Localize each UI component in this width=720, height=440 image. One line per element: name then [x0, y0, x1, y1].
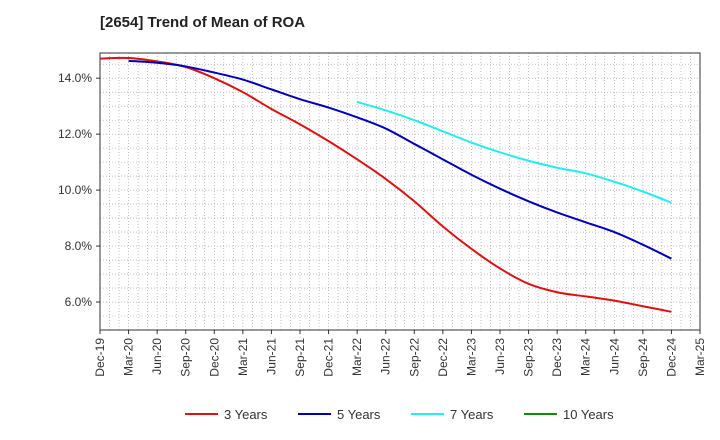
legend-label-3-years: 3 Years: [224, 407, 268, 422]
y-axis: 6.0% 8.0% 10.0% 12.0% 14.0%: [58, 71, 100, 309]
x-tick-label: Dec-22: [436, 338, 450, 377]
x-tick-label: Jun-20: [150, 338, 164, 375]
series-line-7-years: [356, 101, 672, 204]
x-tick-label: Dec-20: [207, 338, 221, 377]
series-line-5-years: [128, 59, 672, 260]
y-tick-label: 10.0%: [58, 183, 92, 197]
x-tick-label: Sep-20: [179, 338, 193, 377]
x-tick-label: Sep-22: [407, 338, 421, 377]
x-tick-label: Mar-25: [693, 338, 707, 376]
x-tick-label: Jun-22: [379, 338, 393, 375]
x-tick-label: Mar-24: [579, 338, 593, 376]
x-tick-label: Sep-21: [293, 338, 307, 377]
x-tick-label: Jun-21: [264, 338, 278, 375]
plot-area: [99, 52, 701, 331]
legend: 3 Years 5 Years 7 Years 10 Years: [185, 407, 614, 422]
legend-label-5-years: 5 Years: [337, 407, 381, 422]
chart-title: [2654] Trend of Mean of ROA: [100, 14, 306, 31]
y-tick-label: 6.0%: [65, 295, 93, 309]
x-tick-label: Dec-19: [93, 338, 107, 377]
y-tick-label: 12.0%: [58, 127, 92, 141]
x-tick-label: Sep-24: [636, 338, 650, 377]
y-tick-label: 14.0%: [58, 71, 92, 85]
y-tick-label: 8.0%: [65, 239, 93, 253]
x-tick-label: Jun-23: [493, 338, 507, 375]
legend-label-10-years: 10 Years: [563, 407, 614, 422]
x-tick-label: Mar-20: [122, 338, 136, 376]
x-axis: Dec-19 Mar-20 Jun-20 Sep-20 Dec-20 Mar-21 Jun-…: [93, 330, 707, 377]
x-tick-label: Mar-21: [236, 338, 250, 376]
legend-label-7-years: 7 Years: [450, 407, 494, 422]
x-tick-label: Sep-23: [522, 338, 536, 377]
x-tick-label: Dec-21: [322, 338, 336, 377]
x-tick-label: Dec-24: [664, 338, 678, 377]
series-layer: [99, 56, 672, 313]
grid-layer: [99, 53, 701, 330]
x-tick-label: Jun-24: [607, 338, 621, 375]
series-line-3-years: [99, 56, 672, 313]
x-tick-label: Dec-23: [550, 338, 564, 377]
x-tick-label: Mar-23: [464, 338, 478, 376]
x-tick-label: Mar-22: [350, 338, 364, 376]
